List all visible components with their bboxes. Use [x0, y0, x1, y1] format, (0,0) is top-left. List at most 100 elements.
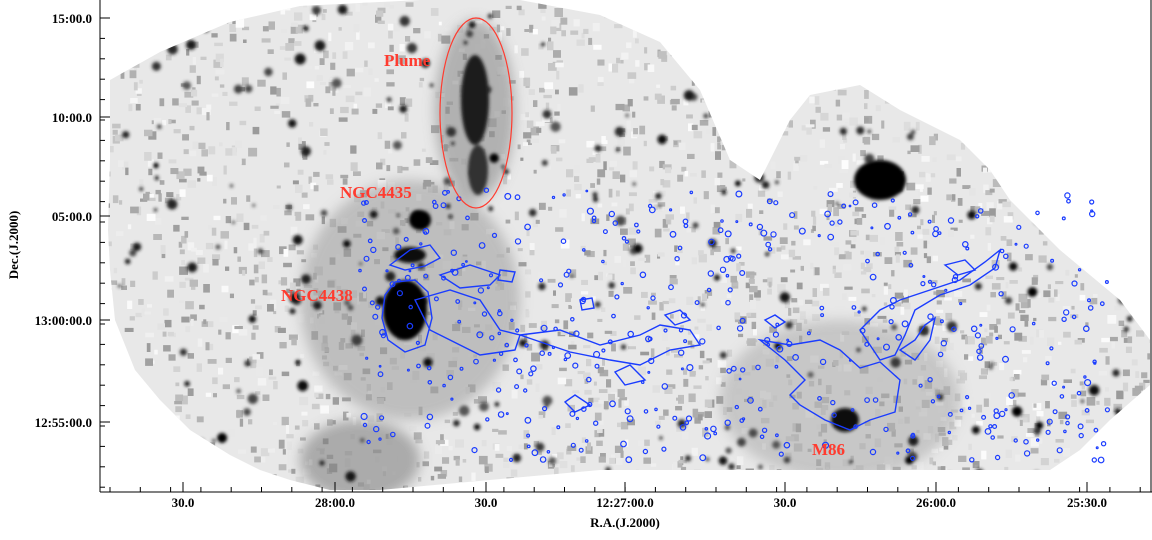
noise-pixel	[1023, 357, 1027, 362]
point-source	[1012, 406, 1022, 416]
noise-pixel	[114, 268, 118, 273]
noise-pixel	[120, 473, 126, 478]
noise-pixel	[414, 432, 422, 439]
noise-pixel	[788, 104, 792, 108]
noise-pixel	[1063, 61, 1068, 66]
point-source	[893, 78, 897, 82]
noise-pixel	[711, 4, 720, 12]
noise-pixel	[295, 426, 300, 430]
noise-pixel	[301, 412, 307, 416]
noise-pixel	[205, 482, 208, 486]
noise-pixel	[952, 194, 955, 200]
noise-pixel	[203, 319, 206, 324]
noise-pixel	[939, 448, 943, 452]
noise-pixel	[968, 356, 973, 361]
noise-pixel	[886, 474, 893, 479]
noise-pixel	[813, 486, 819, 492]
noise-pixel	[145, 333, 154, 337]
noise-pixel	[1121, 109, 1126, 113]
point-source	[249, 315, 257, 323]
noise-pixel	[110, 31, 116, 40]
noise-pixel	[409, 426, 416, 431]
noise-pixel	[812, 314, 820, 321]
noise-pixel	[175, 406, 182, 412]
point-source	[964, 103, 973, 112]
noise-pixel	[983, 168, 987, 173]
plume-label: Plume	[384, 52, 430, 69]
point-source	[293, 235, 303, 245]
noise-pixel	[248, 148, 257, 157]
noise-pixel	[431, 8, 439, 16]
noise-pixel	[130, 316, 135, 320]
noise-pixel	[607, 274, 612, 281]
noise-pixel	[640, 352, 649, 356]
noise-pixel	[220, 317, 228, 322]
point-source	[1005, 127, 1013, 135]
noise-pixel	[1110, 337, 1118, 341]
noise-pixel	[800, 311, 806, 320]
noise-pixel	[456, 459, 460, 466]
noise-pixel	[728, 26, 733, 34]
noise-pixel	[456, 17, 464, 23]
noise-pixel	[689, 394, 696, 403]
noise-pixel	[1043, 290, 1050, 297]
noise-pixel	[1045, 216, 1050, 223]
noise-pixel	[1004, 467, 1008, 472]
noise-pixel	[1132, 480, 1139, 488]
noise-pixel	[644, 96, 649, 100]
noise-pixel	[628, 346, 636, 349]
noise-pixel	[274, 111, 280, 114]
noise-pixel	[531, 139, 540, 144]
noise-pixel	[254, 249, 257, 258]
noise-pixel	[813, 186, 817, 190]
point-source	[488, 206, 493, 211]
noise-pixel	[1129, 416, 1133, 425]
noise-pixel	[225, 267, 229, 271]
noise-pixel	[538, 415, 543, 419]
noise-pixel	[787, 23, 793, 29]
noise-pixel	[644, 141, 647, 146]
point-source	[125, 259, 131, 265]
noise-pixel	[1001, 236, 1007, 241]
noise-pixel	[872, 134, 879, 140]
point-source	[301, 274, 311, 284]
noise-pixel	[671, 48, 675, 57]
noise-pixel	[1137, 301, 1142, 309]
noise-pixel	[283, 449, 286, 455]
noise-pixel	[764, 77, 773, 86]
point-source	[1017, 118, 1021, 122]
noise-pixel	[953, 91, 962, 97]
noise-pixel	[333, 397, 339, 405]
noise-pixel	[1128, 84, 1131, 89]
noise-pixel	[1116, 40, 1120, 43]
noise-pixel	[1069, 142, 1073, 149]
noise-pixel	[1036, 135, 1044, 142]
noise-pixel	[351, 162, 358, 171]
noise-pixel	[280, 490, 286, 496]
noise-pixel	[735, 96, 741, 101]
noise-pixel	[842, 293, 847, 300]
noise-pixel	[911, 247, 918, 254]
noise-pixel	[1067, 106, 1072, 112]
noise-pixel	[836, 183, 843, 188]
noise-pixel	[520, 375, 523, 380]
noise-pixel	[976, 13, 982, 17]
noise-pixel	[1063, 448, 1070, 457]
noise-pixel	[648, 65, 655, 73]
noise-pixel	[777, 247, 782, 251]
point-source	[187, 262, 197, 272]
noise-pixel	[751, 127, 757, 133]
point-source	[113, 439, 122, 448]
noise-pixel	[703, 360, 710, 363]
noise-pixel	[1022, 350, 1031, 354]
noise-pixel	[572, 390, 579, 393]
noise-pixel	[186, 49, 189, 56]
noise-pixel	[1099, 371, 1107, 376]
noise-pixel	[916, 31, 921, 35]
noise-pixel	[1079, 110, 1085, 118]
noise-pixel	[1072, 463, 1078, 467]
point-source	[940, 22, 944, 26]
noise-pixel	[1027, 111, 1035, 120]
noise-pixel	[355, 68, 363, 73]
